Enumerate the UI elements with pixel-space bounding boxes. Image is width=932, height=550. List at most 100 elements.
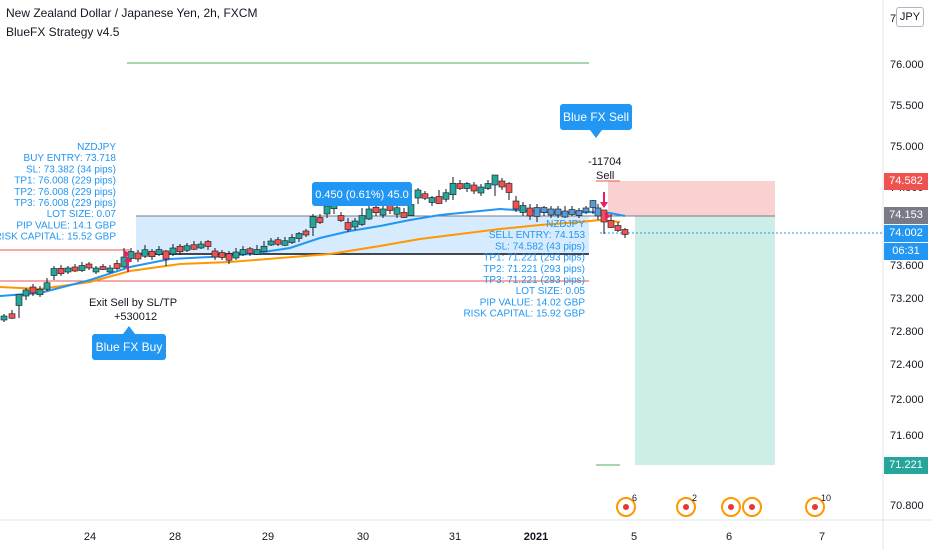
buy-signal-callout: Blue FX Buy bbox=[92, 334, 166, 360]
candle-body bbox=[113, 263, 121, 269]
candle-body bbox=[211, 250, 219, 258]
candle-body bbox=[0, 315, 8, 321]
exit-value: +530012 bbox=[114, 311, 158, 323]
buy-info-line: LOT SIZE: 0.07 bbox=[47, 209, 117, 220]
candle-body bbox=[582, 207, 590, 213]
candle-body bbox=[309, 216, 317, 228]
candle-body bbox=[519, 205, 527, 213]
candle-body bbox=[169, 247, 177, 255]
candle-body bbox=[197, 243, 205, 249]
event-count: 10 bbox=[821, 493, 831, 503]
sell-signal-callout: Blue FX Sell bbox=[560, 104, 632, 130]
candle-body bbox=[71, 266, 79, 272]
target-price-label: 71.221 bbox=[884, 457, 928, 474]
candle-body bbox=[267, 240, 275, 246]
economic-events[interactable]: 6 2 10 bbox=[616, 493, 831, 517]
candle-body bbox=[50, 268, 58, 276]
time-axis: 24 28 29 30 31 2021 5 6 7 bbox=[84, 531, 825, 543]
sell-callout-pointer bbox=[590, 130, 602, 138]
candle-body bbox=[162, 250, 170, 260]
candle-body bbox=[589, 200, 597, 208]
candle-body bbox=[526, 207, 534, 217]
buy-info-line: TP2: 76.008 (229 pips) bbox=[14, 187, 116, 198]
candle-body bbox=[337, 215, 345, 221]
buy-info-line: TP1: 76.008 (229 pips) bbox=[14, 176, 116, 187]
sell-info-line: LOT SIZE: 0.05 bbox=[516, 286, 586, 297]
candle-body bbox=[253, 249, 261, 255]
time-tick: 7 bbox=[819, 531, 825, 543]
candle-body bbox=[232, 251, 240, 259]
candle-body bbox=[442, 192, 450, 200]
bar-countdown-label: 06:31 bbox=[884, 243, 928, 260]
time-tick: 29 bbox=[262, 531, 274, 543]
candle-body bbox=[561, 210, 569, 218]
time-tick: 2021 bbox=[524, 531, 548, 543]
buy-info-line: BUY ENTRY: 73.718 bbox=[24, 153, 117, 164]
currency-button[interactable]: JPY bbox=[896, 7, 924, 27]
candle-body bbox=[414, 189, 422, 199]
candle-body bbox=[141, 249, 149, 257]
candle-body bbox=[155, 249, 163, 255]
sell-info-line: TP2: 71.221 (293 pips) bbox=[483, 264, 585, 275]
price-tick: 72.400 bbox=[890, 359, 924, 371]
sell-info-line: TP3: 71.221 (293 pips) bbox=[483, 275, 585, 286]
buy-info-line: TP3: 76.008 (229 pips) bbox=[14, 198, 116, 209]
candle-body bbox=[554, 208, 562, 216]
price-tick: 72.000 bbox=[890, 394, 924, 406]
candle-body bbox=[78, 265, 86, 271]
candle-body bbox=[621, 229, 629, 235]
time-tick: 6 bbox=[726, 531, 732, 543]
candle-body bbox=[421, 193, 429, 199]
candle-body bbox=[295, 233, 303, 239]
candle-body bbox=[260, 245, 268, 253]
event-dot-icon bbox=[683, 504, 689, 510]
candle-body bbox=[547, 208, 555, 216]
indicator-title[interactable]: BlueFX Strategy v4.5 bbox=[6, 25, 120, 39]
candle-body bbox=[456, 183, 464, 189]
price-tick: 75.500 bbox=[890, 100, 924, 112]
candle-body bbox=[379, 208, 387, 216]
candle-body bbox=[225, 253, 233, 261]
candle-body bbox=[288, 237, 296, 243]
event-dot-icon bbox=[728, 504, 734, 510]
buy-signal-label: Blue FX Buy bbox=[95, 340, 163, 354]
symbol-title: New Zealand Dollar / Japanese Yen, 2h, F… bbox=[6, 6, 258, 20]
candle-body bbox=[400, 212, 408, 218]
short-target-zone bbox=[635, 216, 775, 465]
candle-body bbox=[57, 267, 65, 275]
candle-body bbox=[204, 241, 212, 247]
sell-text: Sell bbox=[596, 170, 615, 182]
candle-body bbox=[246, 248, 254, 254]
time-tick: 31 bbox=[449, 531, 461, 543]
buy-info-line: SL: 73.382 (34 pips) bbox=[26, 164, 116, 175]
price-tick: 72.800 bbox=[890, 326, 924, 338]
candle-body bbox=[372, 206, 380, 214]
candle-body bbox=[316, 217, 324, 223]
event-count: 6 bbox=[632, 493, 637, 503]
candle-body bbox=[106, 267, 114, 273]
candle-body bbox=[351, 220, 359, 228]
candle-body bbox=[8, 313, 16, 319]
candle-body bbox=[274, 239, 282, 245]
candle-body bbox=[281, 240, 289, 246]
candle-body bbox=[449, 182, 457, 196]
candle-body bbox=[134, 252, 142, 260]
candle-body bbox=[92, 267, 100, 273]
ema-orange bbox=[0, 218, 621, 291]
price-axis: 76.40076.00075.50075.00074.50073.60073.2… bbox=[890, 13, 924, 512]
candle-body bbox=[463, 183, 471, 189]
sell-info-line: TP1: 71.221 (293 pips) bbox=[483, 253, 585, 264]
time-tick: 28 bbox=[169, 531, 181, 543]
measure-label-box bbox=[312, 182, 412, 206]
candle-body bbox=[358, 215, 366, 225]
event-dot-icon bbox=[812, 504, 818, 510]
candle-body bbox=[36, 288, 44, 296]
price-tick: 71.600 bbox=[890, 430, 924, 442]
candle-body bbox=[22, 289, 30, 297]
candle-body bbox=[575, 210, 583, 216]
event-count: 2 bbox=[692, 493, 697, 503]
sell-value: -11704 bbox=[588, 156, 622, 168]
price-tick: 73.600 bbox=[890, 260, 924, 272]
